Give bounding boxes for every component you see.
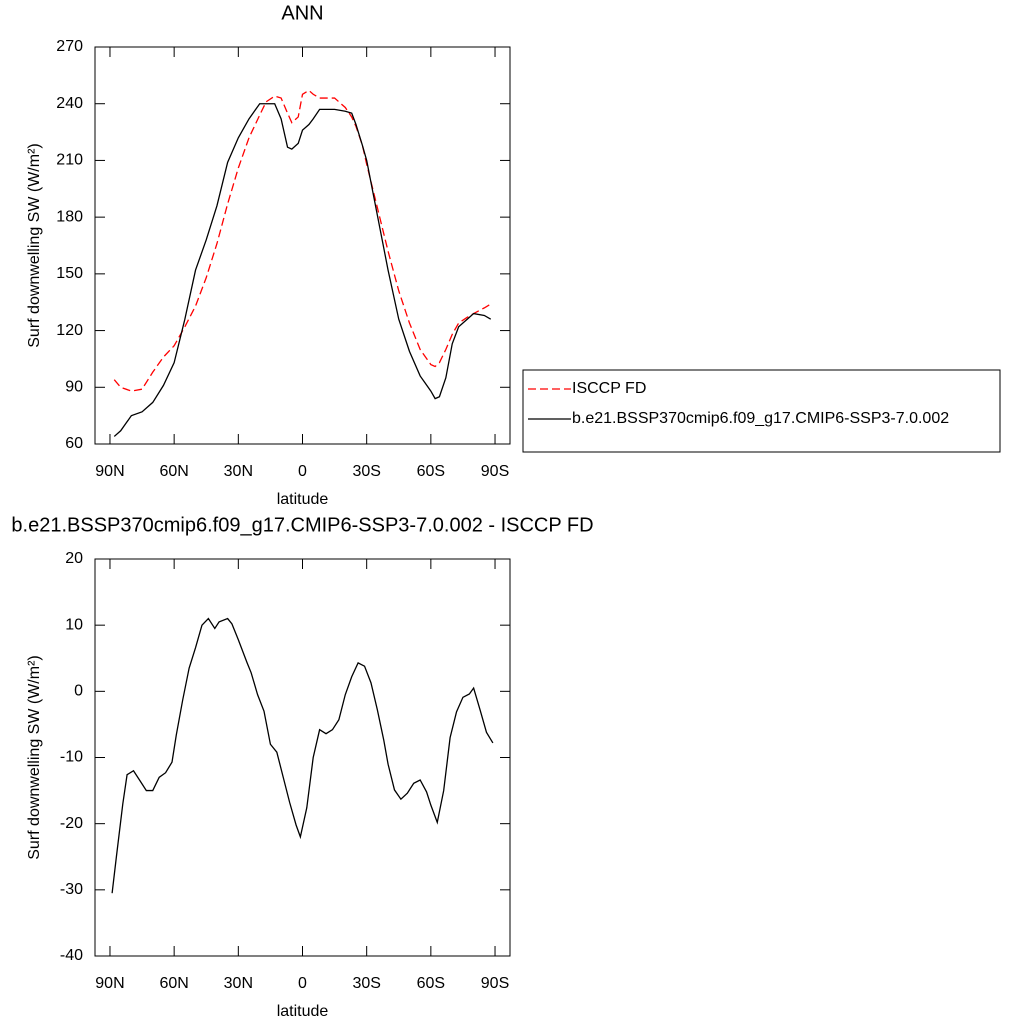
chart-title: b.e21.BSSP370cmip6.f09_g17.CMIP6-SSP3-7.… [11,514,593,536]
x-tick-label: 90N [95,975,124,992]
data-line [113,103,492,437]
x-axis-label: latitude [277,1003,329,1020]
x-tick-label: 60S [417,975,445,992]
x-tick-label: 0 [298,463,307,480]
y-tick-label: 210 [56,152,83,169]
x-tick-label: 30S [352,463,380,480]
data-line [113,89,492,392]
plot-frame [94,558,511,957]
x-tick-label: 30N [224,975,253,992]
x-tick-label: 30N [224,463,253,480]
legend-label: b.e21.BSSP370cmip6.f09_g17.CMIP6-SSP3-7.… [572,410,949,427]
x-tick-label: 90S [481,975,509,992]
x-tick-label: 0 [298,975,307,992]
y-tick-label: 180 [56,208,83,225]
y-tick-label: 0 [74,683,83,700]
y-tick-label: 60 [65,435,83,452]
plot-frame [94,46,511,445]
y-tick-label: -30 [60,881,83,898]
y-tick-label: -20 [60,815,83,832]
legend-label: ISCCP FD [572,380,646,397]
y-axis-label: Surf downwelling SW (W/m²) [26,143,43,347]
x-tick-label: 60N [159,463,188,480]
y-tick-label: -40 [60,947,83,964]
legend-box [522,369,1001,453]
y-tick-label: 20 [65,550,83,567]
x-tick-label: 60N [159,975,188,992]
y-tick-label: 90 [65,379,83,396]
y-tick-label: -10 [60,749,83,766]
x-tick-label: 90N [95,463,124,480]
y-tick-label: 240 [56,95,83,112]
x-tick-label: 90S [481,463,509,480]
y-tick-label: 120 [56,322,83,339]
x-axis-label: latitude [277,491,329,508]
x-tick-label: 30S [352,975,380,992]
data-line [111,617,494,894]
y-tick-label: 270 [56,38,83,55]
y-axis-label: Surf downwelling SW (W/m²) [26,655,43,859]
y-tick-label: 10 [65,616,83,633]
chart-title: ANN [281,2,323,24]
x-tick-label: 60S [417,463,445,480]
y-tick-label: 150 [56,265,83,282]
